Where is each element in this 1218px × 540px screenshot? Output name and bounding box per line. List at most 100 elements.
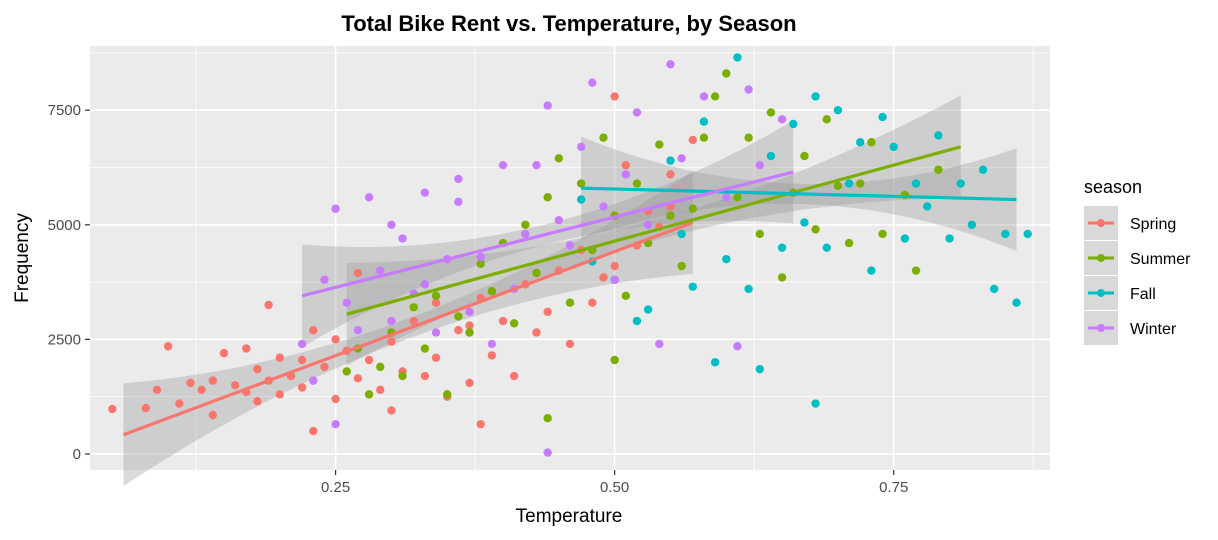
point-fall	[833, 105, 843, 115]
point-spring	[230, 381, 240, 390]
legend-items: Spring Summer Fall Winter	[1084, 206, 1191, 345]
point-winter	[331, 204, 340, 213]
point-fall	[923, 202, 932, 211]
point-fall	[956, 179, 965, 188]
point-winter	[454, 197, 463, 207]
point-summer	[554, 154, 564, 163]
point-winter	[699, 92, 709, 101]
chart-title: Total Bike Rent vs. Temperature, by Seas…	[341, 11, 796, 36]
point-spring	[465, 321, 474, 330]
legend-point-fall	[1097, 289, 1105, 297]
point-summer	[543, 193, 552, 202]
point-fall	[733, 53, 742, 62]
point-spring	[264, 300, 273, 310]
point-winter	[331, 419, 340, 429]
point-winter	[565, 241, 575, 250]
point-summer	[744, 133, 753, 142]
point-summer	[431, 291, 441, 301]
point-summer	[465, 328, 474, 337]
fit-line-summer	[346, 145, 962, 316]
point-summer	[409, 303, 418, 312]
point-winter	[431, 328, 441, 337]
point-spring	[275, 390, 284, 399]
point-spring	[219, 348, 229, 358]
y-axis-title: Frequency	[12, 213, 33, 303]
point-summer	[454, 312, 463, 321]
point-fall	[911, 179, 921, 188]
point-summer	[733, 193, 742, 202]
point-fall	[889, 142, 898, 152]
legend-label-summer: Summer	[1130, 251, 1191, 268]
point-winter	[487, 339, 497, 349]
point-summer	[777, 273, 787, 282]
point-fall	[710, 358, 720, 367]
point-summer	[543, 414, 552, 423]
point-spring	[320, 362, 329, 372]
point-spring	[208, 376, 217, 385]
point-winter	[376, 266, 385, 275]
point-winter	[465, 307, 474, 317]
point-winter	[420, 188, 430, 197]
point-summer	[376, 362, 385, 372]
point-winter	[722, 193, 731, 202]
point-fall	[643, 305, 653, 314]
point-spring	[509, 371, 519, 381]
point-fall	[822, 243, 831, 252]
y-tick-label: 7500	[48, 102, 81, 119]
point-summer	[699, 133, 709, 142]
y-tick-label: 5000	[48, 217, 81, 234]
point-winter	[643, 220, 653, 229]
point-spring	[297, 355, 307, 365]
fit-line-spring	[122, 220, 694, 437]
point-fall	[989, 284, 999, 294]
point-spring	[331, 335, 340, 344]
point-fall	[945, 234, 954, 243]
point-summer	[911, 266, 921, 275]
point-winter	[677, 154, 686, 163]
point-spring	[242, 344, 251, 353]
point-summer	[599, 133, 608, 142]
point-summer	[610, 355, 619, 365]
legend: season Spring Summer Fall Winter	[1084, 177, 1191, 345]
point-summer	[878, 229, 887, 239]
point-winter	[342, 298, 351, 307]
point-fall	[755, 364, 764, 374]
y-tick-label: 0	[73, 446, 81, 463]
point-fall	[867, 266, 876, 275]
point-fall	[789, 119, 798, 129]
point-summer	[521, 220, 530, 229]
legend-point-spring	[1097, 219, 1105, 227]
point-spring	[409, 316, 418, 326]
point-spring	[387, 337, 396, 346]
point-winter	[666, 60, 675, 69]
point-summer	[576, 179, 586, 188]
point-winter	[588, 78, 597, 87]
point-fall	[688, 282, 697, 291]
legend-point-winter	[1097, 324, 1105, 332]
point-winter	[454, 174, 463, 184]
point-summer	[822, 115, 831, 124]
point-spring	[376, 385, 385, 394]
point-winter	[621, 170, 631, 179]
point-fall	[699, 117, 709, 126]
point-summer	[867, 138, 876, 147]
legend-label-winter: Winter	[1130, 321, 1177, 338]
point-spring	[666, 170, 675, 179]
point-spring	[163, 342, 173, 351]
point-winter	[297, 339, 307, 349]
point-winter	[420, 280, 430, 289]
point-winter	[398, 234, 407, 243]
point-winter	[353, 325, 363, 335]
point-winter	[655, 339, 664, 349]
point-spring	[208, 410, 217, 420]
x-tick-label: 0.25	[321, 479, 350, 496]
point-spring	[309, 325, 318, 335]
point-winter	[476, 252, 485, 262]
point-winter	[532, 160, 541, 170]
point-winter	[387, 220, 396, 229]
point-summer	[688, 204, 697, 213]
point-winter	[521, 229, 530, 239]
point-spring	[688, 135, 697, 145]
